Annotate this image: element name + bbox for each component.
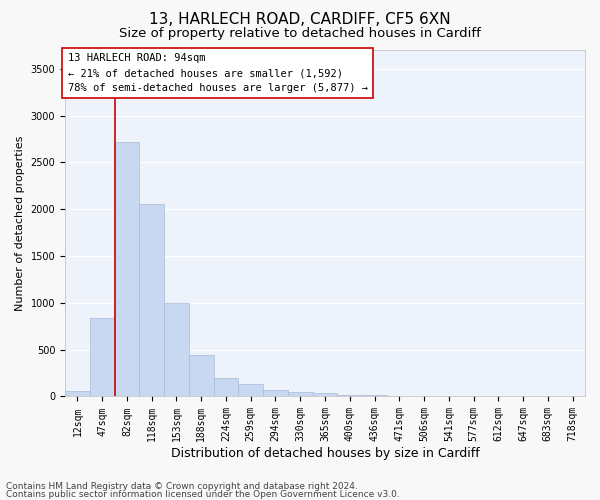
Y-axis label: Number of detached properties: Number of detached properties xyxy=(15,136,25,311)
Text: Contains public sector information licensed under the Open Government Licence v3: Contains public sector information licen… xyxy=(6,490,400,499)
Bar xyxy=(189,356,214,397)
Text: Contains HM Land Registry data © Crown copyright and database right 2024.: Contains HM Land Registry data © Crown c… xyxy=(6,482,358,491)
Bar xyxy=(337,394,362,396)
Text: Size of property relative to detached houses in Cardiff: Size of property relative to detached ho… xyxy=(119,28,481,40)
Bar xyxy=(115,142,139,397)
Bar xyxy=(313,393,337,396)
Text: 13 HARLECH ROAD: 94sqm
← 21% of detached houses are smaller (1,592)
78% of semi-: 13 HARLECH ROAD: 94sqm ← 21% of detached… xyxy=(68,54,368,93)
Bar xyxy=(238,384,263,396)
X-axis label: Distribution of detached houses by size in Cardiff: Distribution of detached houses by size … xyxy=(170,447,479,460)
Bar xyxy=(65,391,90,396)
Bar xyxy=(139,204,164,396)
Bar xyxy=(90,318,115,396)
Bar xyxy=(214,378,238,396)
Bar xyxy=(164,303,189,396)
Text: 13, HARLECH ROAD, CARDIFF, CF5 6XN: 13, HARLECH ROAD, CARDIFF, CF5 6XN xyxy=(149,12,451,28)
Bar xyxy=(263,390,288,396)
Bar xyxy=(288,392,313,396)
Bar xyxy=(362,395,387,396)
